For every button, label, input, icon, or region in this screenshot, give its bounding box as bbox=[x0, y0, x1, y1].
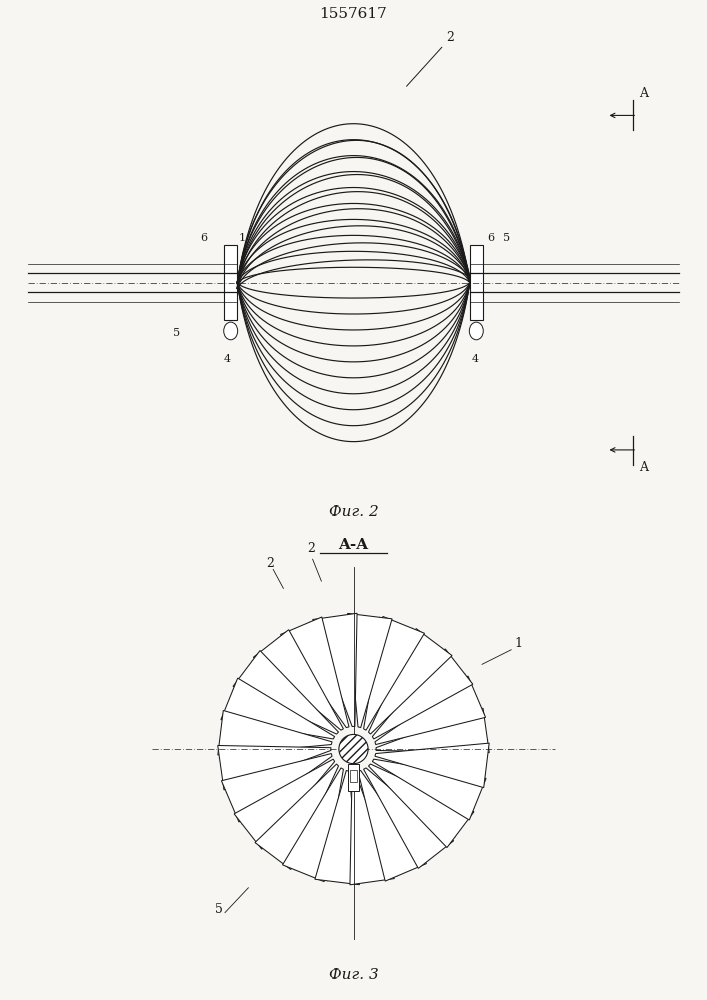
Text: A-A: A-A bbox=[339, 538, 368, 552]
Text: 2: 2 bbox=[407, 31, 455, 86]
Bar bbox=[350, 770, 357, 782]
Text: 5: 5 bbox=[503, 233, 510, 243]
Polygon shape bbox=[283, 768, 344, 882]
Bar bbox=[348, 764, 359, 791]
Polygon shape bbox=[373, 759, 486, 820]
Circle shape bbox=[223, 322, 238, 340]
Text: 2: 2 bbox=[266, 557, 274, 570]
Polygon shape bbox=[368, 629, 452, 734]
Polygon shape bbox=[373, 649, 473, 739]
Polygon shape bbox=[233, 651, 339, 734]
Polygon shape bbox=[221, 754, 332, 822]
Polygon shape bbox=[358, 771, 426, 881]
Text: 4: 4 bbox=[223, 354, 230, 364]
Text: 6: 6 bbox=[200, 233, 207, 243]
Polygon shape bbox=[218, 710, 332, 755]
Text: Фиг. 2: Фиг. 2 bbox=[329, 505, 378, 519]
Polygon shape bbox=[281, 617, 349, 728]
Polygon shape bbox=[363, 616, 424, 730]
Text: 1: 1 bbox=[514, 637, 522, 650]
Bar bbox=[469, 245, 483, 320]
Text: 4: 4 bbox=[472, 354, 479, 364]
Text: 6: 6 bbox=[487, 233, 495, 243]
Polygon shape bbox=[348, 613, 392, 728]
Polygon shape bbox=[376, 708, 489, 753]
Polygon shape bbox=[312, 613, 357, 726]
Text: 1: 1 bbox=[239, 233, 246, 243]
Circle shape bbox=[469, 322, 484, 340]
Text: 1557617: 1557617 bbox=[320, 7, 387, 21]
Text: 2: 2 bbox=[307, 542, 315, 555]
Polygon shape bbox=[363, 768, 454, 868]
Text: 5: 5 bbox=[215, 903, 223, 916]
Polygon shape bbox=[350, 772, 395, 885]
Polygon shape bbox=[234, 759, 334, 849]
Polygon shape bbox=[375, 676, 486, 745]
Polygon shape bbox=[253, 630, 344, 730]
Text: A: A bbox=[639, 87, 648, 100]
Text: A: A bbox=[639, 461, 648, 474]
Polygon shape bbox=[255, 764, 339, 870]
Text: 5: 5 bbox=[173, 328, 180, 338]
Polygon shape bbox=[218, 745, 331, 790]
Polygon shape bbox=[221, 678, 334, 739]
Bar bbox=[224, 245, 238, 320]
Polygon shape bbox=[368, 764, 474, 848]
Circle shape bbox=[339, 734, 368, 764]
Text: Фиг. 3: Фиг. 3 bbox=[329, 968, 378, 982]
Polygon shape bbox=[315, 771, 359, 885]
Polygon shape bbox=[375, 743, 489, 788]
